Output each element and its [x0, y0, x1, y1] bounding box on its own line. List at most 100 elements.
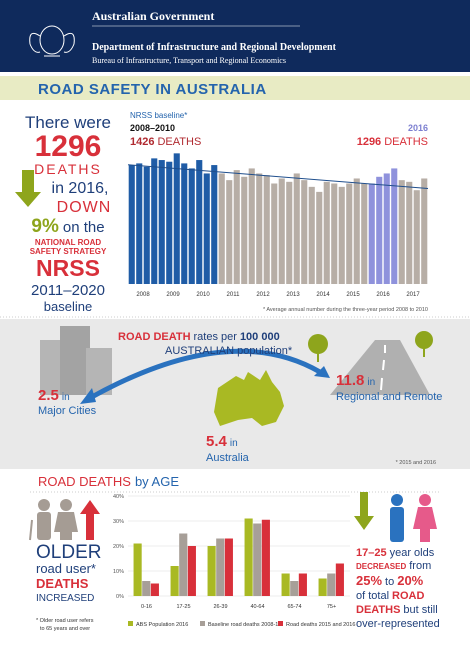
young-part: year olds [390, 547, 435, 559]
rate-value: 11.8 [336, 372, 364, 389]
young-part: to [385, 576, 394, 588]
young-line: DEATHS but still [356, 604, 438, 616]
young-part: 25% [356, 573, 382, 588]
young-part: over-represented [356, 618, 440, 630]
bar [301, 180, 308, 284]
bar [244, 518, 253, 596]
rate-line: 2.5 in [38, 387, 70, 404]
bar [376, 176, 383, 284]
bar [196, 160, 203, 284]
bar [271, 183, 278, 284]
bar [323, 181, 330, 284]
y-tick-label: 30% [113, 519, 124, 525]
x-tick-label: 65-74 [287, 604, 301, 610]
bureau-name: Bureau of Infrastructure, Transport and … [92, 56, 286, 65]
young-line: over-represented [356, 618, 440, 630]
rates-heading-part: rates per [194, 331, 238, 343]
x-tick-label: 2013 [286, 292, 300, 298]
rates-heading-part: AUSTRALIAN [165, 345, 234, 357]
x-tick-label: 0-16 [141, 604, 152, 610]
bar [150, 583, 159, 596]
up-arrow [80, 500, 100, 540]
bar [173, 153, 180, 284]
older-text: INCREASED [36, 593, 94, 604]
bar [158, 160, 165, 284]
summary-text: baseline [44, 299, 92, 314]
young-part: ROAD [392, 590, 424, 602]
y-tick-label: 40% [113, 494, 124, 500]
young-part: from [409, 560, 431, 572]
young-part: DEATHS [356, 604, 400, 616]
summary-text: in 2016, [52, 180, 109, 197]
bar [281, 573, 290, 596]
summary-text: DOWN [57, 199, 112, 216]
bar [327, 573, 336, 596]
young-part: of total [356, 590, 389, 602]
header-band [0, 0, 470, 72]
bar [248, 168, 255, 284]
summary-line: 9% on the [31, 216, 104, 237]
bar [166, 161, 173, 284]
older-people [29, 499, 78, 541]
x-tick-label: 2008 [136, 292, 150, 298]
x-tick-label: 2016 [376, 292, 390, 298]
buildings [40, 326, 112, 395]
bar [187, 546, 196, 596]
road [308, 331, 433, 395]
rates-heading-part: 100 000 [240, 331, 280, 343]
young-part: DECREASED [356, 562, 406, 571]
bar [188, 168, 195, 284]
rate-value: 5.4 [206, 433, 228, 450]
bar [318, 578, 327, 596]
bar [181, 163, 188, 284]
x-tick-label: 2009 [166, 292, 180, 298]
connector-arrow [88, 348, 322, 401]
bar [361, 183, 368, 284]
period-count: 1296 [357, 136, 381, 148]
bar [133, 543, 142, 596]
summary-text: NATIONAL ROAD [35, 238, 102, 247]
summary-text: on the [63, 219, 105, 236]
age-heading: ROAD DEATHS by AGE [38, 474, 179, 489]
bar [216, 538, 225, 596]
young-line: of total ROAD [356, 590, 424, 602]
summary-text: There were [25, 113, 111, 132]
bar [218, 173, 225, 284]
summary-pct: 9% [31, 216, 59, 237]
older-text: DEATHS [36, 576, 89, 591]
x-tick-label: 2015 [346, 292, 360, 298]
bar [316, 191, 323, 284]
crest [29, 25, 75, 57]
dept-name: Department of Infrastructure and Regiona… [92, 42, 337, 53]
rates-heading: ROAD DEATH rates per 100 000 [118, 331, 280, 343]
bar [338, 186, 345, 284]
bar [331, 183, 338, 284]
rate-value: 2.5 [38, 387, 59, 404]
bar [286, 181, 293, 284]
charts: 2008 2009 2010 2011 2012 2013 2014 2015 2016 2017… [113, 153, 429, 628]
young-people [390, 494, 437, 542]
age-heading-part: ROAD DEATHS [38, 474, 131, 489]
legend-label: ABS Population 2016 [136, 622, 188, 628]
rates-heading: AUSTRALIAN population* [165, 345, 293, 357]
bar [353, 178, 360, 284]
bar [224, 538, 233, 596]
x-tick-label: 26-39 [213, 604, 227, 610]
bar [207, 546, 216, 596]
bar [293, 173, 300, 284]
period-label: 2008–2010 [130, 123, 175, 133]
rate-line: 11.8 in [336, 372, 375, 389]
bar [211, 165, 218, 284]
y-tick-label: 20% [113, 544, 124, 550]
down-arrow [15, 170, 41, 207]
period-unit: DEATHS [157, 136, 201, 148]
bar [256, 173, 263, 284]
summary-text: NRSS [36, 255, 100, 281]
bar [233, 170, 240, 284]
bar [170, 566, 179, 596]
bar [290, 581, 299, 596]
summary-text: SAFETY STRATEGY [30, 247, 107, 256]
bar [179, 533, 188, 596]
rates-heading-part: population* [237, 345, 293, 357]
